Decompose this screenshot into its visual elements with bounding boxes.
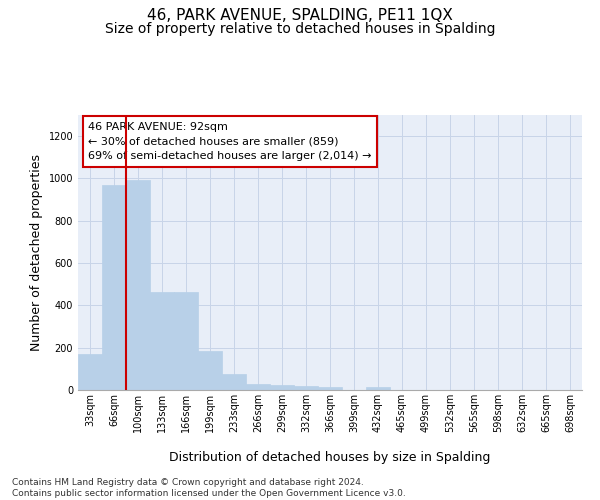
Bar [78,354,102,390]
Bar [102,185,126,390]
Text: 46, PARK AVENUE, SPALDING, PE11 1QX: 46, PARK AVENUE, SPALDING, PE11 1QX [147,8,453,22]
Bar [150,292,174,390]
Text: 46 PARK AVENUE: 92sqm
← 30% of detached houses are smaller (859)
69% of semi-det: 46 PARK AVENUE: 92sqm ← 30% of detached … [88,122,371,162]
Bar [198,351,222,390]
Bar [126,180,150,390]
Bar [294,386,318,390]
Y-axis label: Number of detached properties: Number of detached properties [30,154,43,351]
Text: Size of property relative to detached houses in Spalding: Size of property relative to detached ho… [105,22,495,36]
Bar [318,388,342,390]
Bar [246,384,270,390]
Text: Distribution of detached houses by size in Spalding: Distribution of detached houses by size … [169,451,491,464]
Text: Contains HM Land Registry data © Crown copyright and database right 2024.
Contai: Contains HM Land Registry data © Crown c… [12,478,406,498]
Bar [222,374,246,390]
Bar [270,386,294,390]
Bar [366,387,390,390]
Bar [174,292,198,390]
